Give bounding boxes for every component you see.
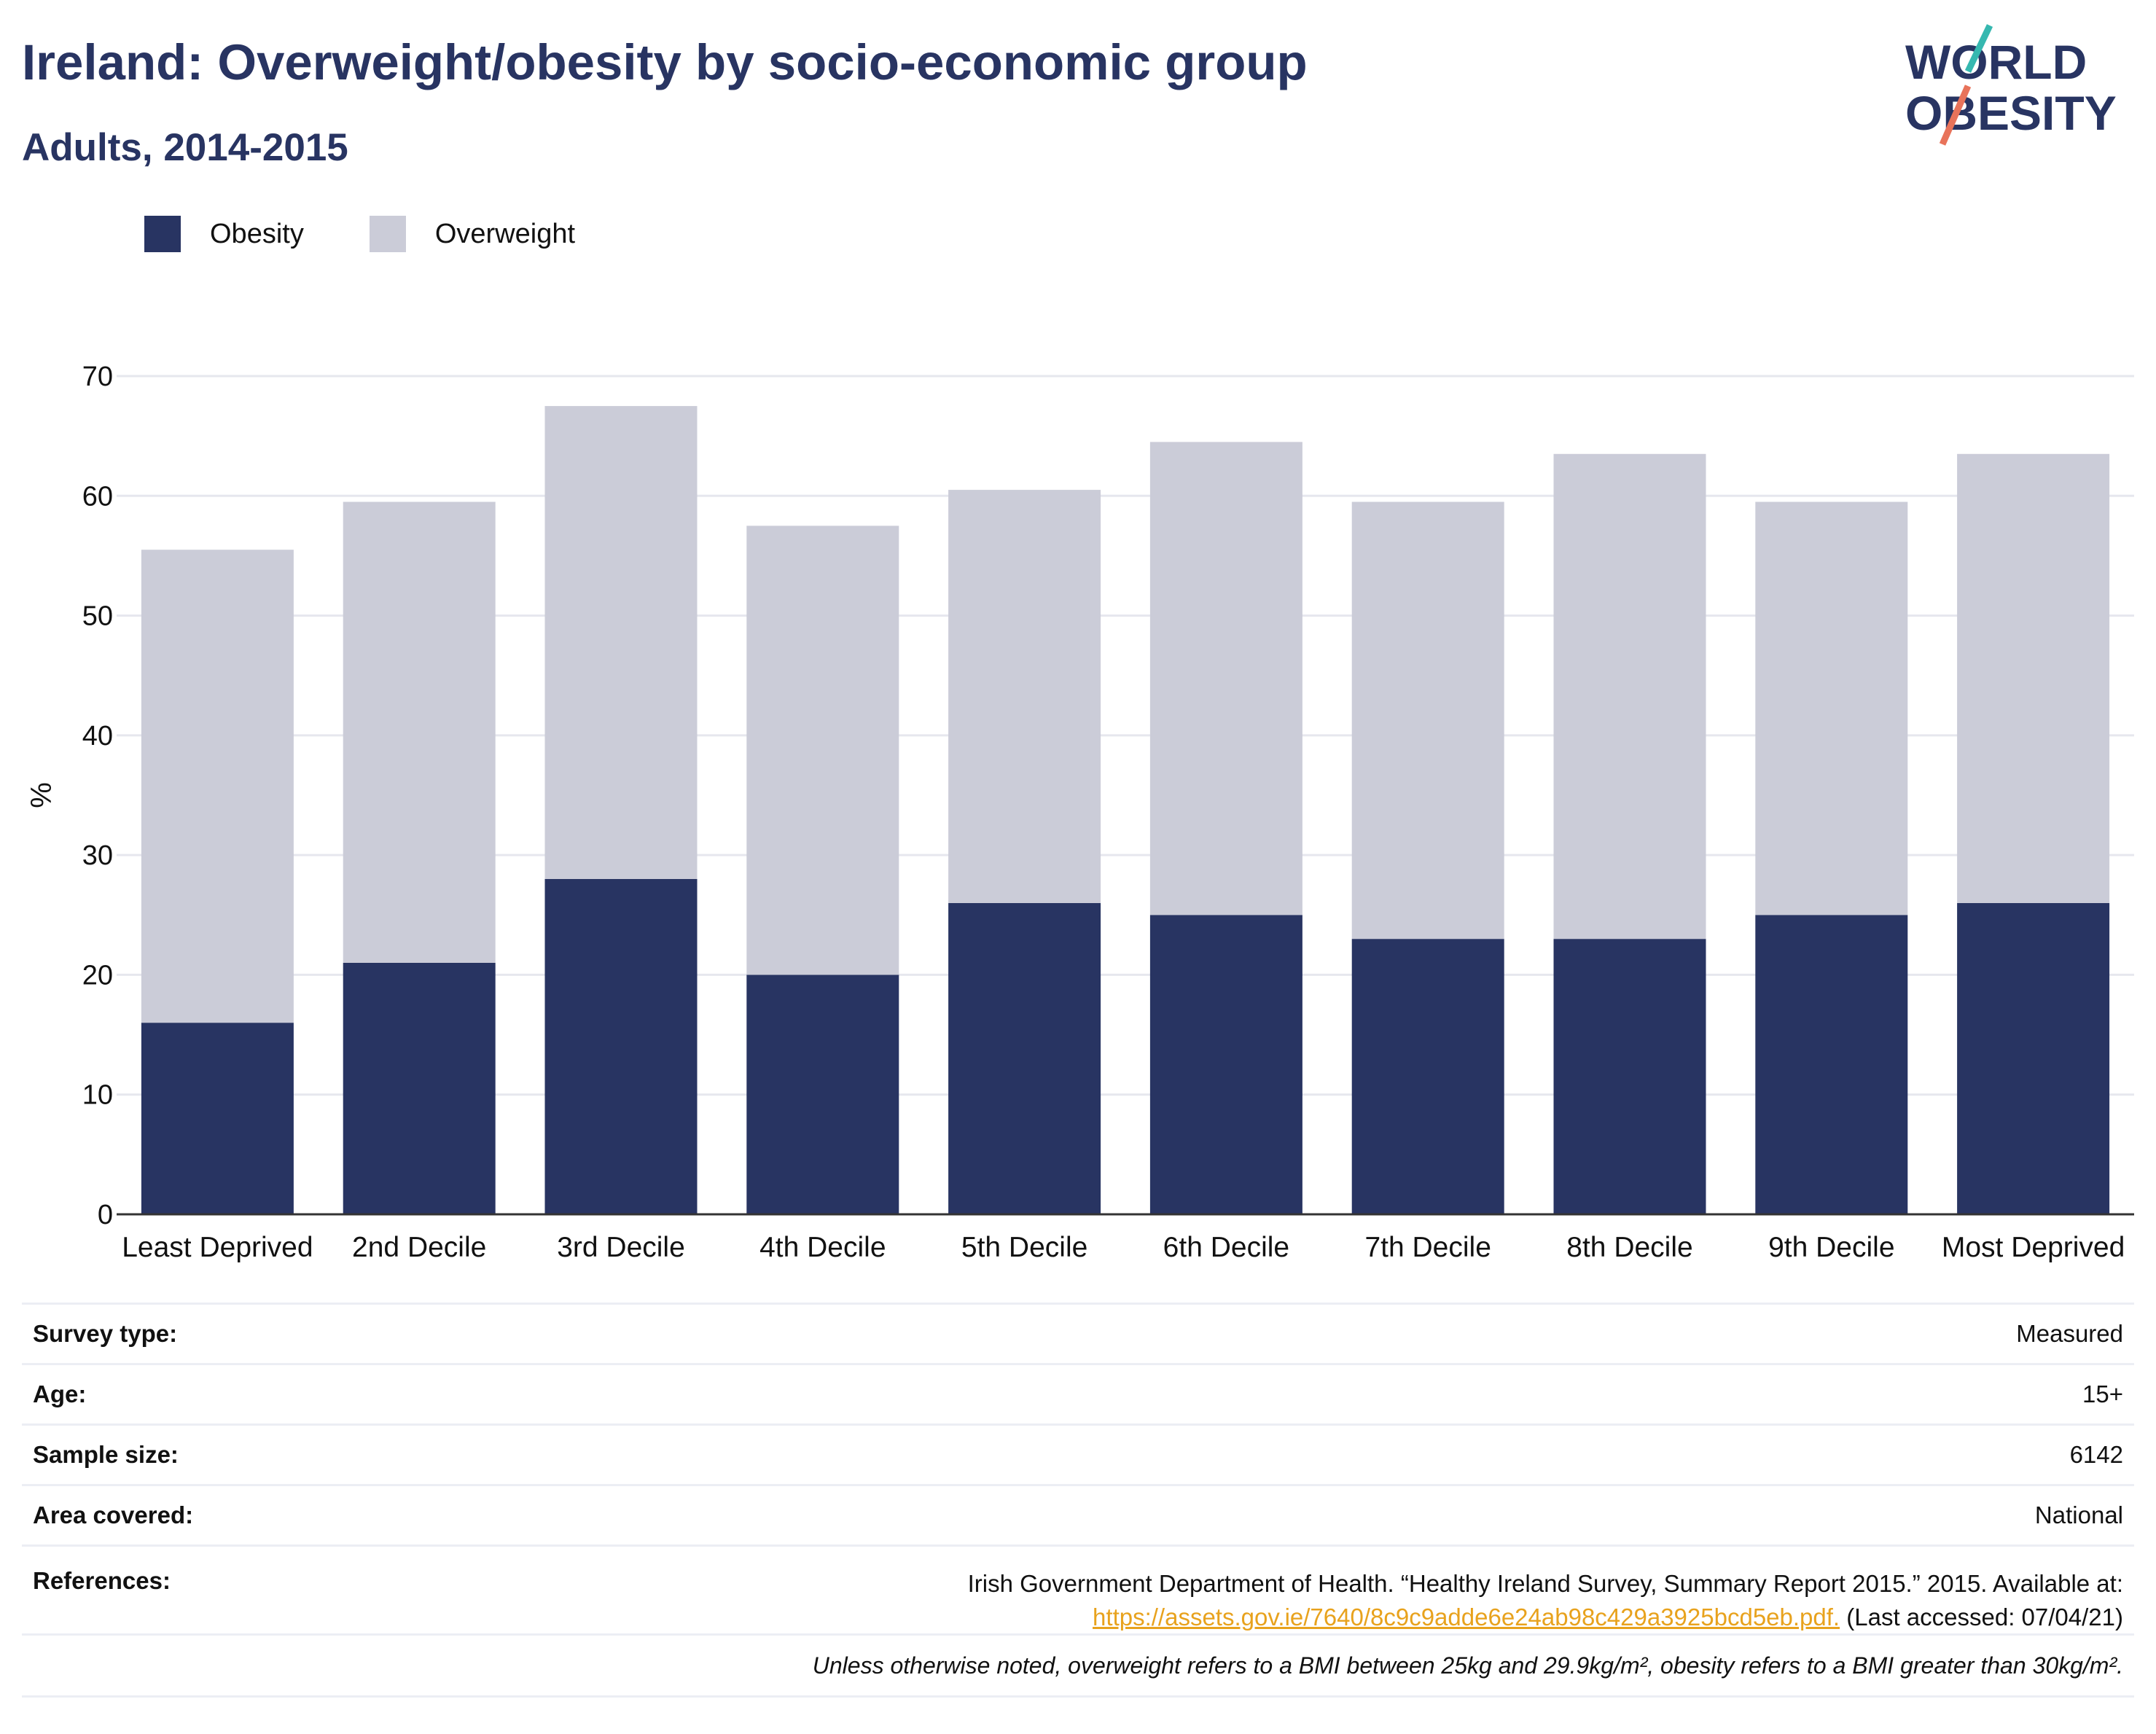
x-tick-label: Least Deprived bbox=[122, 1232, 313, 1263]
bar-overweight bbox=[544, 406, 698, 879]
bar-obesity bbox=[1351, 939, 1504, 1214]
info-row-sample-size: Sample size: 6142 bbox=[22, 1423, 2134, 1484]
chart-subtitle: Adults, 2014-2015 bbox=[22, 126, 348, 169]
bar-overweight bbox=[1755, 501, 1908, 915]
world-obesity-logo: WORLD OBESITY bbox=[1905, 24, 2117, 146]
bar-obesity bbox=[1755, 915, 1908, 1214]
legend-label-obesity: Obesity bbox=[210, 218, 304, 249]
info-row-survey-type: Survey type: Measured bbox=[22, 1303, 2134, 1363]
y-tick-label: 30 bbox=[82, 840, 113, 871]
y-axis-label: % bbox=[26, 782, 58, 808]
x-tick-label: 3rd Decile bbox=[557, 1232, 685, 1263]
legend-swatch-obesity bbox=[144, 216, 181, 252]
logo-line1: WORLD bbox=[1905, 35, 2087, 89]
info-row-references: References: Irish Government Department … bbox=[22, 1544, 2134, 1633]
y-tick-label: 20 bbox=[82, 960, 113, 991]
logo-line2: OBESITY bbox=[1905, 86, 2117, 140]
y-tick-label: 0 bbox=[98, 1200, 113, 1230]
x-tick-label: 2nd Decile bbox=[352, 1232, 486, 1263]
legend-label-overweight: Overweight bbox=[434, 218, 576, 249]
bar-obesity bbox=[1553, 939, 1706, 1214]
bar-obesity bbox=[746, 975, 899, 1214]
x-tick-label: 9th Decile bbox=[1768, 1232, 1894, 1263]
legend-swatch-overweight bbox=[369, 216, 406, 252]
y-tick-label: 40 bbox=[82, 721, 113, 751]
bar-overweight bbox=[746, 526, 899, 975]
logo-teal-stroke bbox=[1964, 24, 1993, 73]
info-value: Measured bbox=[2016, 1320, 2123, 1347]
y-tick-label: 70 bbox=[82, 362, 113, 392]
info-row-age: Age: 15+ bbox=[22, 1363, 2134, 1423]
bar-overweight bbox=[1553, 453, 1706, 940]
chart-legend: Obesity Overweight bbox=[144, 216, 641, 252]
bar-obesity bbox=[1957, 902, 2110, 1214]
info-label: Area covered: bbox=[33, 1501, 194, 1528]
info-row-note: Unless otherwise noted, overweight refer… bbox=[22, 1633, 2134, 1698]
y-tick-label: 10 bbox=[82, 1080, 113, 1111]
bar-obesity bbox=[343, 963, 496, 1214]
bar-obesity bbox=[1149, 915, 1302, 1214]
x-tick-label: 4th Decile bbox=[759, 1232, 886, 1263]
info-value: 6142 bbox=[2069, 1441, 2123, 1468]
y-tick-label: 50 bbox=[82, 601, 113, 632]
y-tick-label: 60 bbox=[82, 481, 113, 512]
bmi-definition-note: Unless otherwise noted, overweight refer… bbox=[812, 1652, 2123, 1679]
references-link-line: https://assets.gov.ie/7640/8c9c9adde6e24… bbox=[968, 1601, 2123, 1634]
info-value: National bbox=[2034, 1501, 2123, 1528]
info-row-area-covered: Area covered: National bbox=[22, 1484, 2134, 1544]
stacked-bar-chart: 0 10 20 30 40 50 60 70% Least Deprived 2nd Decile… bbox=[26, 362, 2134, 1263]
references-accessed: (Last accessed: 07/04/21) bbox=[1846, 1604, 2123, 1630]
references-text: Irish Government Department of Health. “… bbox=[968, 1567, 2123, 1634]
bar-overweight bbox=[948, 490, 1101, 903]
chart-title: Ireland: Overweight/obesity by socio-eco… bbox=[22, 34, 1308, 90]
info-label: Sample size: bbox=[33, 1441, 179, 1468]
info-table: Survey type: Measured Age: 15+ Sample si… bbox=[22, 1303, 2134, 1698]
references-citation: Irish Government Department of Health. “… bbox=[967, 1570, 2123, 1597]
info-label: Survey type: bbox=[33, 1320, 178, 1347]
x-tick-label: 6th Decile bbox=[1163, 1232, 1289, 1263]
info-value: 15+ bbox=[2082, 1380, 2123, 1407]
bar-obesity bbox=[141, 1023, 294, 1214]
bar-overweight bbox=[1149, 442, 1302, 915]
info-label: References: bbox=[33, 1567, 171, 1594]
bar-overweight bbox=[141, 550, 294, 1023]
x-tick-label: 8th Decile bbox=[1566, 1232, 1692, 1263]
bar-overweight bbox=[1957, 453, 2110, 903]
bar-overweight bbox=[1351, 501, 1504, 940]
bar-overweight bbox=[343, 501, 496, 963]
bar-obesity bbox=[544, 879, 698, 1214]
bar-obesity bbox=[948, 902, 1101, 1214]
info-label: Age: bbox=[33, 1380, 87, 1407]
x-tick-label: Most Deprived bbox=[1942, 1232, 2125, 1263]
references-link[interactable]: https://assets.gov.ie/7640/8c9c9adde6e24… bbox=[1093, 1604, 1840, 1630]
x-tick-label: 7th Decile bbox=[1364, 1232, 1491, 1263]
x-tick-label: 5th Decile bbox=[961, 1232, 1087, 1263]
logo-red-stroke bbox=[1939, 85, 1972, 146]
